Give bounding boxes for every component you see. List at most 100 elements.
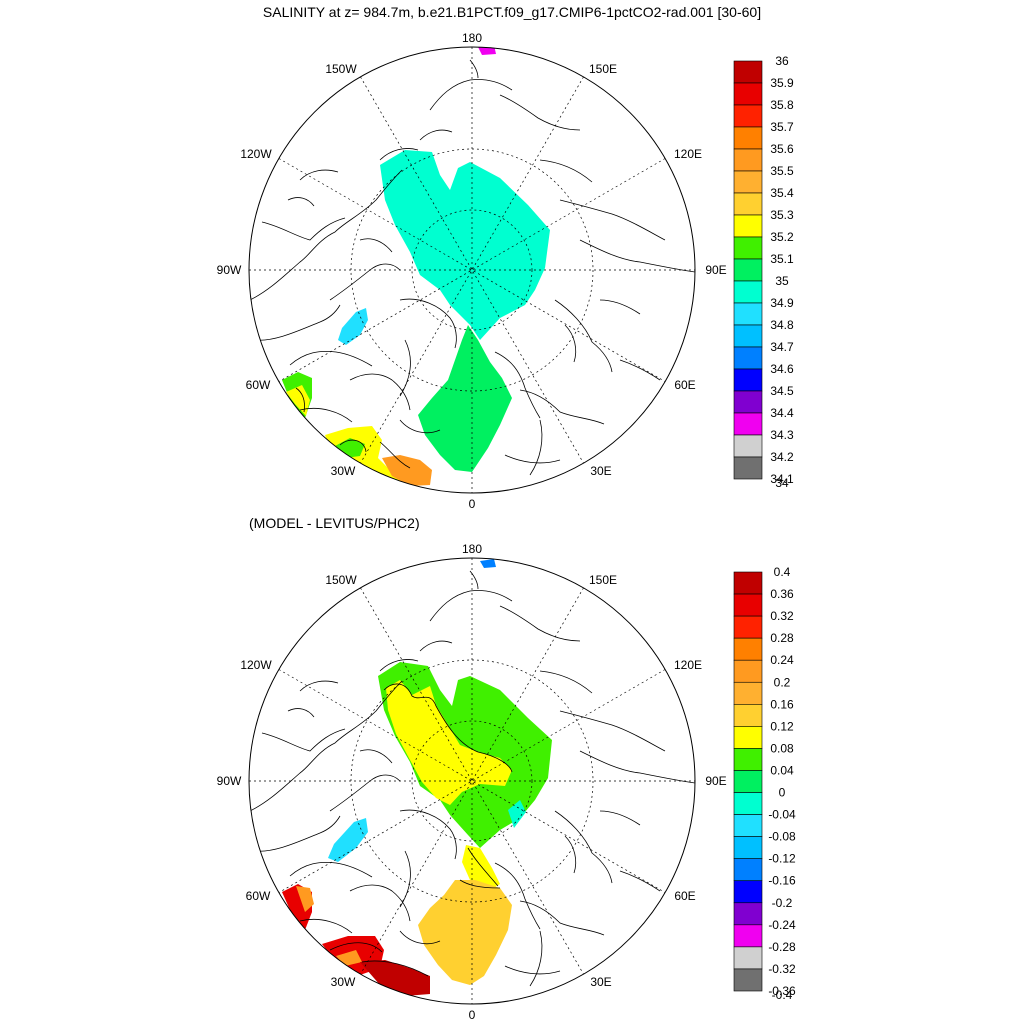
salinity-colorbar-label: 35.7 xyxy=(770,120,794,134)
salinity-colorbar-swatch xyxy=(733,60,763,84)
difference-colorbar-swatch xyxy=(733,659,763,683)
difference-colorbar-swatch xyxy=(733,902,763,926)
difference-colorbar-label: -0.28 xyxy=(768,940,796,954)
salinity-colorbar-swatch xyxy=(733,280,763,304)
salinity-graticule xyxy=(249,47,695,493)
diff-kara-cyan xyxy=(508,800,526,828)
salinity-colorbar-swatch xyxy=(733,368,763,392)
lon-label-30e: 30E xyxy=(590,975,611,989)
difference-colorbar-swatch xyxy=(733,637,763,661)
salinity-colorbar-label: 34.9 xyxy=(770,296,794,310)
difference-colorbar-swatch xyxy=(733,726,763,749)
salinity-colorbar-swatch xyxy=(733,456,763,480)
difference-colorbar-swatch xyxy=(733,946,763,970)
difference-graticule xyxy=(249,558,695,1004)
diff-nordic-seas xyxy=(418,880,512,985)
salinity-longitude-labels: 180 0 90W 90E 150W 120W 150E 120E 60W 30… xyxy=(217,31,727,511)
lon-label-150w: 150W xyxy=(325,573,357,587)
lon-label-120w: 120W xyxy=(240,658,272,672)
difference-colorbar-label: 0.28 xyxy=(770,631,794,645)
salinity-colorbar-label: 35.6 xyxy=(770,142,794,156)
salinity-colorbar-swatch xyxy=(733,346,763,370)
lon-label-90w: 90W xyxy=(217,263,242,277)
lon-label-0: 0 xyxy=(469,497,476,511)
salinity-baffin-bay xyxy=(338,308,368,345)
salinity-colorbar-swatch xyxy=(733,390,763,414)
difference-colorbar-swatch xyxy=(733,704,763,727)
difference-colorbar-label: -0.36 xyxy=(768,984,796,998)
salinity-nordic-seas xyxy=(418,325,512,472)
salinity-bering-dot xyxy=(478,47,496,55)
difference-colorbar-label: 0.36 xyxy=(770,587,794,601)
difference-colorbar-swatch xyxy=(733,924,763,948)
salinity-colorbar-label: 36 xyxy=(775,54,789,68)
difference-colorbar-swatch xyxy=(733,814,763,837)
difference-colorbar-label: -0.16 xyxy=(768,874,796,888)
salinity-colorbar-swatch xyxy=(733,148,763,172)
salinity-colorbar-label: 35.8 xyxy=(770,98,794,112)
difference-colorbar-swatch xyxy=(733,792,763,815)
diff-baffin-bay xyxy=(328,818,368,862)
salinity-colorbar-label: 35.1 xyxy=(770,252,794,266)
difference-colorbar-label: -0.04 xyxy=(768,808,796,822)
salinity-colorbar-label: 34.8 xyxy=(770,318,794,332)
difference-colorbar-label: 0.16 xyxy=(770,697,794,711)
difference-colorbar-label: 0.2 xyxy=(774,675,791,689)
difference-colorbar-label: -0.2 xyxy=(772,896,793,910)
salinity-colorbar-label: 35.4 xyxy=(770,186,794,200)
lon-label-90e: 90E xyxy=(705,263,726,277)
lon-label-180: 180 xyxy=(462,31,482,45)
salinity-labrador-patch-yellow xyxy=(286,385,310,416)
salinity-coastlines xyxy=(249,59,695,476)
lon-label-150e: 150E xyxy=(589,62,617,76)
lon-label-30e: 30E xyxy=(590,464,611,478)
salinity-colorbar: 36 35.9 35.8 35.7 35.6 35.5 35.4 35.3 35.2 35.1 35… xyxy=(733,54,794,490)
lon-label-120w: 120W xyxy=(240,147,272,161)
difference-colorbar-label: 0.32 xyxy=(770,609,794,623)
difference-colorbar-label: 0.08 xyxy=(770,741,794,755)
salinity-colorbar-label: 34.3 xyxy=(770,428,794,442)
difference-colorbar-swatch xyxy=(733,836,763,859)
salinity-colorbar-swatch xyxy=(733,236,763,260)
diff-bering-dot xyxy=(480,559,496,568)
difference-colorbar-swatch xyxy=(733,681,763,705)
difference-colorbar-label: 0.04 xyxy=(770,763,794,777)
salinity-colorbar-label: 35.5 xyxy=(770,164,794,178)
salinity-colorbar-label: 35.9 xyxy=(770,76,794,90)
difference-coastlines xyxy=(249,570,695,987)
salinity-atlantic-orange xyxy=(382,455,432,486)
difference-colorbar-swatch xyxy=(733,880,763,904)
plot-title: SALINITY at z= 984.7m, b.e21.B1PCT.f09_g… xyxy=(262,4,762,20)
difference-colorbar-swatch xyxy=(733,858,763,882)
salinity-colorbar-label: 34.5 xyxy=(770,384,794,398)
difference-colorbar-label: -0.32 xyxy=(768,962,796,976)
lon-label-60w: 60W xyxy=(246,889,271,903)
salinity-colorbar-swatch xyxy=(733,170,763,194)
salinity-colorbar-swatch xyxy=(733,302,763,326)
difference-colorbar-swatch xyxy=(733,593,763,617)
difference-map: 180 0 90W 90E 150W 120W 150E 120E 60W 30… xyxy=(217,542,796,1022)
difference-map-boundary xyxy=(248,557,696,1005)
lon-label-90w: 90W xyxy=(217,774,242,788)
salinity-colorbar-swatch xyxy=(733,412,763,436)
lon-label-60e: 60E xyxy=(674,889,695,903)
salinity-colorbar-label: 35.2 xyxy=(770,230,794,244)
lon-label-0: 0 xyxy=(469,1008,476,1022)
salinity-colorbar-swatch xyxy=(733,104,763,128)
salinity-colorbar-swatch xyxy=(733,434,763,458)
difference-colorbar-swatch xyxy=(733,615,763,639)
salinity-map-boundary xyxy=(248,46,696,494)
difference-colorbar-swatch xyxy=(733,571,763,595)
difference-colorbar-swatch xyxy=(733,770,763,793)
difference-field xyxy=(282,559,552,996)
lon-label-60e: 60E xyxy=(674,378,695,392)
salinity-colorbar-label: 34.1 xyxy=(770,472,794,486)
salinity-colorbar-swatch xyxy=(733,82,763,106)
lon-label-30w: 30W xyxy=(331,975,356,989)
difference-colorbar-label: 0.12 xyxy=(770,719,794,733)
salinity-colorbar-label: 34.7 xyxy=(770,340,794,354)
lon-label-30w: 30W xyxy=(331,464,356,478)
difference-colorbar-label: 0.4 xyxy=(774,565,791,579)
lon-label-120e: 120E xyxy=(674,147,702,161)
